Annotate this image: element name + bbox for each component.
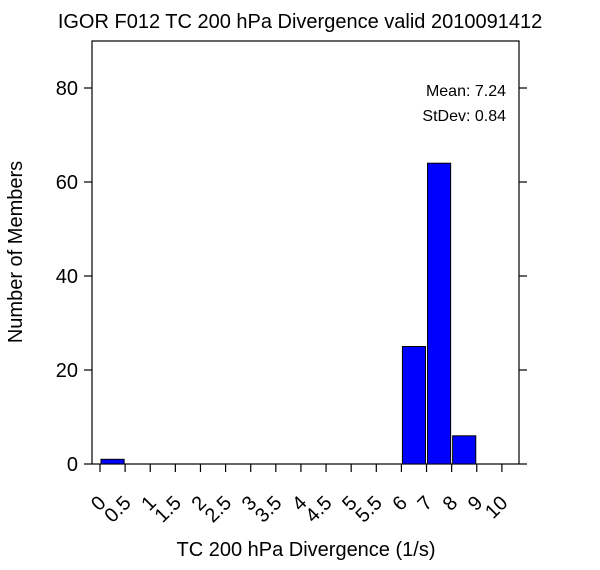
x-tick-label-4-5: 4.5 xyxy=(301,492,336,527)
x-tick-label-10: 10 xyxy=(481,492,512,523)
bar-7 xyxy=(427,162,452,465)
y-tick-label-20: 20 xyxy=(56,360,78,382)
bars-layer xyxy=(100,162,477,465)
x-tick-label-0-5: 0.5 xyxy=(100,492,135,527)
y-tick-label-0: 0 xyxy=(67,454,78,476)
x-axis-title: TC 200 hPa Divergence (1/s) xyxy=(176,539,435,561)
plot-frame xyxy=(91,40,520,465)
y-tick-label-80: 80 xyxy=(56,78,78,100)
x-tick-label-1-5: 1.5 xyxy=(151,492,186,527)
x-tick-label-6: 6 xyxy=(389,492,412,515)
x-tick-label-2-5: 2.5 xyxy=(201,492,236,527)
x-ticks-layer: 00.5 11.5 22.5 33.5 44.5 55.5 6 7 8 910 xyxy=(87,464,512,527)
x-tick-label-8: 8 xyxy=(439,492,462,515)
x-tick-label-7: 7 xyxy=(414,492,437,515)
y-ticks-layer: 0 20 40 60 80 xyxy=(56,78,527,476)
x-tick-label-3-5: 3.5 xyxy=(251,492,286,527)
mean-label: Mean: 7.24 xyxy=(426,83,506,100)
stdev-label: StDev: 0.84 xyxy=(422,108,506,125)
y-axis-title: Number of Members xyxy=(5,161,27,343)
bar-6 xyxy=(401,346,427,465)
y-tick-label-60: 60 xyxy=(56,172,78,194)
y-tick-label-40: 40 xyxy=(56,266,78,288)
chart-title: IGOR F012 TC 200 hPa Divergence valid 20… xyxy=(58,11,542,33)
x-tick-label-5-5: 5.5 xyxy=(352,492,387,527)
bar-8 xyxy=(452,435,477,465)
bar-0 xyxy=(100,458,125,465)
